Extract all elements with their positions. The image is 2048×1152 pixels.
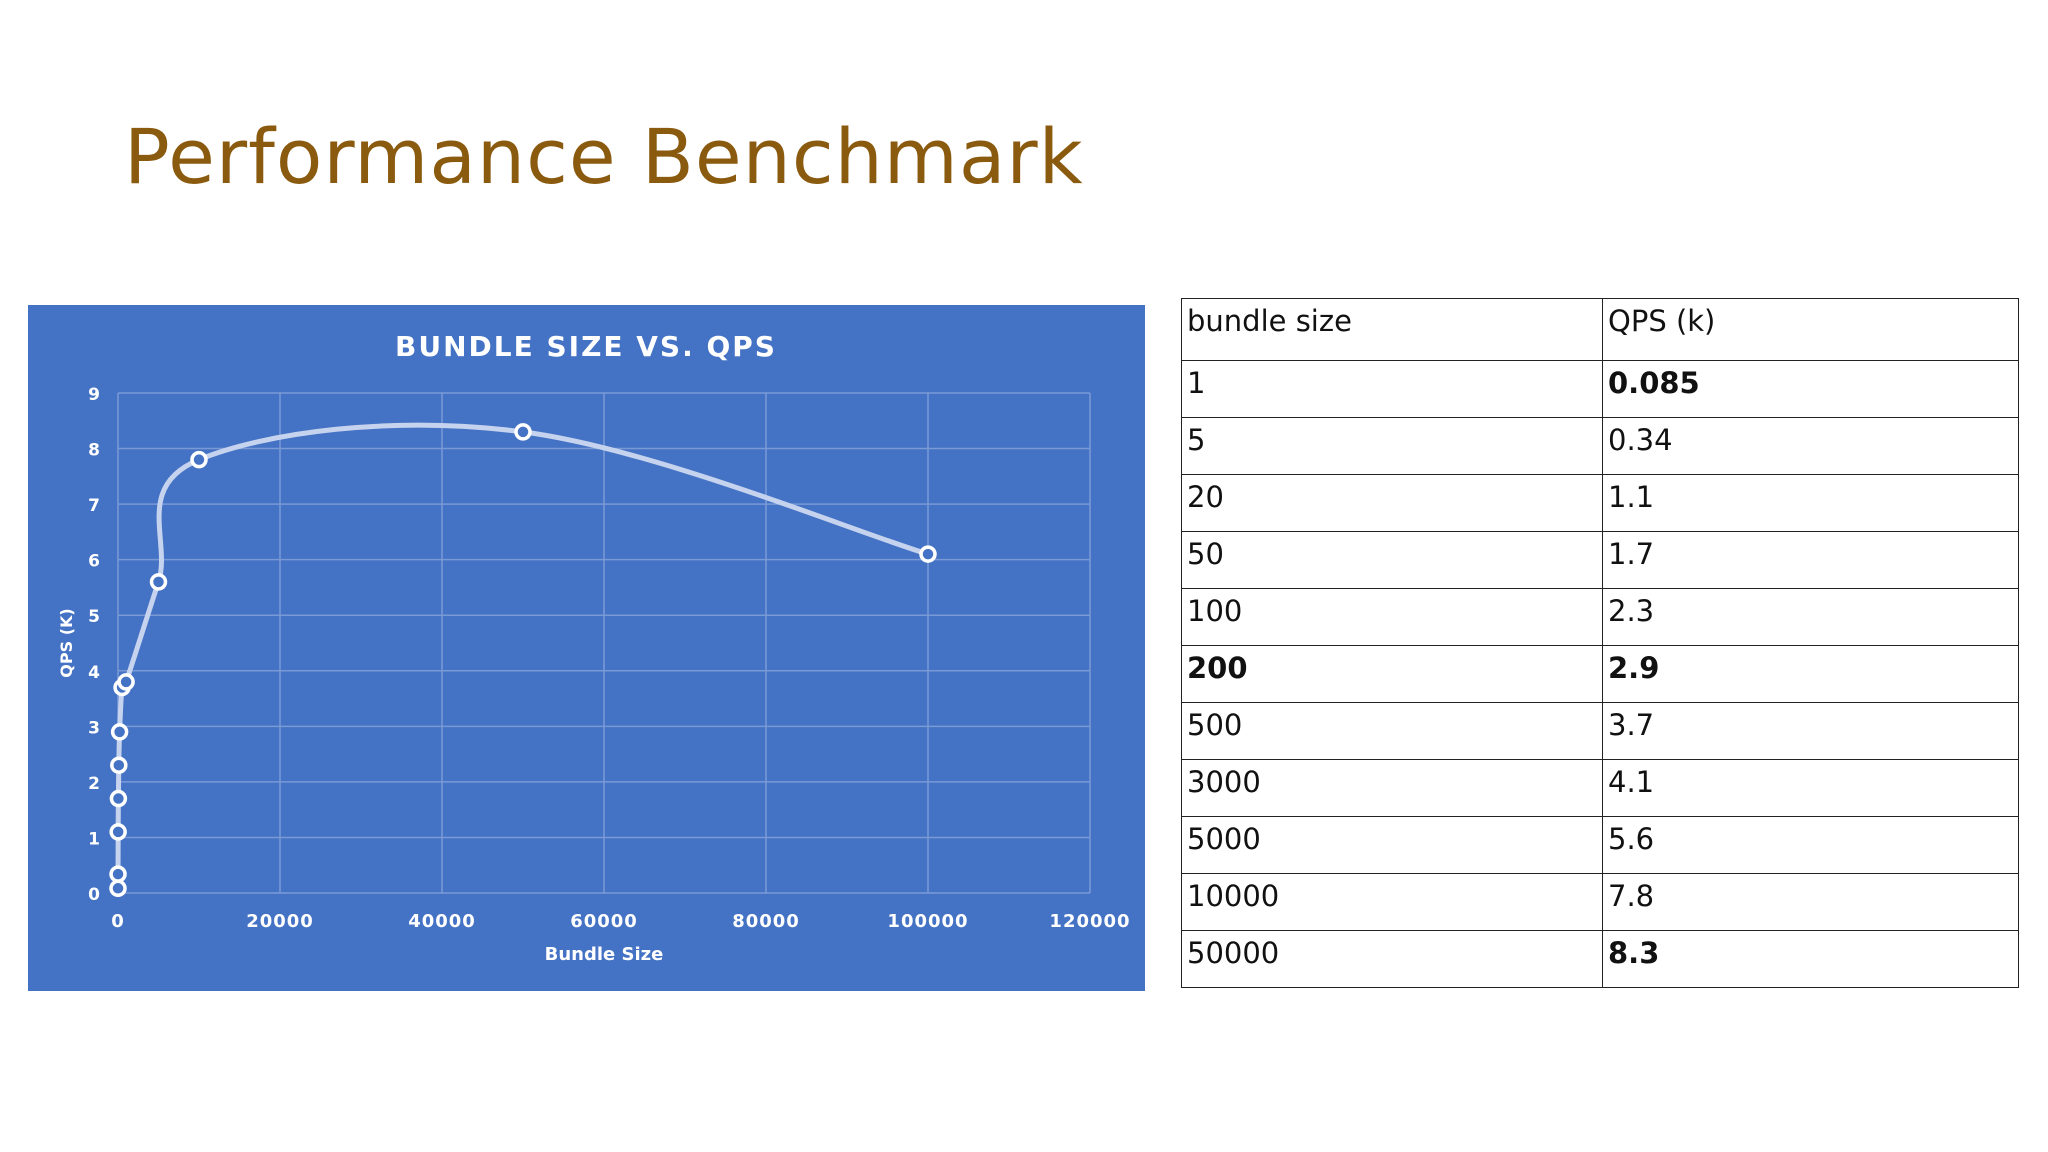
data-point: [190, 450, 208, 469]
cell-qps: 2.9: [1602, 645, 2019, 703]
y-tick-label: 5: [88, 607, 100, 627]
y-tick-label: 8: [88, 441, 100, 461]
cell-qps: 1.7: [1602, 531, 2019, 589]
cell-qps: 5.6: [1602, 816, 2019, 874]
data-point: [109, 789, 128, 808]
y-tick-label: 6: [88, 552, 100, 572]
x-tick-label: 120000: [1049, 911, 1130, 932]
cell-bundle-size: 100: [1181, 588, 1603, 646]
table-body: bundle size QPS (k) 1 0.085 5 0.34 20 1.1 50 1.…: [1181, 298, 2019, 988]
cell-bundle-size: 50: [1181, 531, 1603, 589]
cell-qps: 4.1: [1602, 759, 2019, 817]
header-bundle-size: bundle size: [1181, 298, 1603, 361]
data-point: [117, 673, 135, 691]
chart-svg: BUNDLE SIZE VS. QPS 0 1 2 3 4 5 6 7 8 9 0 20000 40000…: [57, 330, 1130, 965]
chart-title: BUNDLE SIZE VS. QPS: [395, 330, 777, 363]
table-row: 5 0.34: [1181, 417, 2019, 475]
data-point: [110, 723, 129, 741]
table-row: 500 3.7: [1181, 702, 2019, 760]
table-header-row: bundle size QPS (k): [1181, 298, 2019, 361]
data-point: [110, 756, 128, 774]
header-qps: QPS (k): [1602, 298, 2019, 361]
y-tick-label: 3: [88, 718, 100, 738]
y-axis-label: QPS (K): [57, 608, 76, 677]
cell-bundle-size: 500: [1181, 702, 1603, 760]
cell-bundle-size: 1: [1181, 360, 1603, 418]
y-tick-label: 7: [88, 496, 100, 516]
chart-panel: BUNDLE SIZE VS. QPS 0 1 2 3 4 5 6 7 8 9 0 20000 40000…: [28, 305, 1145, 991]
data-point: [109, 823, 127, 841]
table-row: 100 2.3: [1181, 588, 2019, 646]
y-tick-label: 1: [88, 829, 100, 849]
x-tick-label: 20000: [246, 911, 314, 932]
table-row: 3000 4.1: [1181, 759, 2019, 817]
x-tick-label: 0: [111, 911, 125, 932]
table-row: 5000 5.6: [1181, 816, 2019, 874]
x-tick-label: 60000: [570, 911, 638, 932]
cell-qps: 1.1: [1602, 474, 2019, 532]
cell-qps: 3.7: [1602, 702, 2019, 760]
table-row: 50 1.7: [1181, 531, 2019, 589]
x-tick-label: 100000: [887, 911, 968, 932]
cell-bundle-size: 5: [1181, 417, 1603, 475]
data-point: [919, 545, 937, 563]
y-tick-label: 4: [88, 663, 100, 683]
cell-bundle-size: 10000: [1181, 873, 1603, 931]
table-row: 1 0.085: [1181, 360, 2019, 418]
x-axis-label: Bundle Size: [545, 944, 664, 965]
table-row: 200 2.9: [1181, 645, 2019, 703]
table-row: 50000 8.3: [1181, 930, 2019, 988]
cell-qps: 0.34: [1602, 417, 2019, 475]
y-tick-label: 2: [88, 774, 100, 794]
cell-bundle-size: 3000: [1181, 759, 1603, 817]
data-point: [149, 573, 168, 591]
x-tick-label: 40000: [408, 911, 476, 932]
slide-title: Performance Benchmark: [124, 112, 1084, 201]
table-row: 20 1.1: [1181, 474, 2019, 532]
data-table: bundle size QPS (k) 1 0.085 5 0.34 20 1.1 50 1.…: [1181, 298, 2019, 988]
data-point: [109, 879, 127, 898]
y-tick-label: 9: [88, 385, 100, 405]
data-point: [514, 423, 532, 441]
y-tick-label: 0: [88, 885, 100, 905]
cell-bundle-size: 200: [1181, 645, 1603, 703]
cell-bundle-size: 20: [1181, 474, 1603, 532]
data-point: [109, 865, 127, 883]
cell-bundle-size: 5000: [1181, 816, 1603, 874]
cell-qps: 7.8: [1602, 873, 2019, 931]
x-tick-label: 80000: [732, 911, 800, 932]
cell-qps: 8.3: [1602, 930, 2019, 988]
cell-qps: 0.085: [1602, 360, 2019, 418]
cell-qps: 2.3: [1602, 588, 2019, 646]
series-line: [115, 422, 931, 891]
table-row: 10000 7.8: [1181, 873, 2019, 931]
cell-bundle-size: 50000: [1181, 930, 1603, 988]
